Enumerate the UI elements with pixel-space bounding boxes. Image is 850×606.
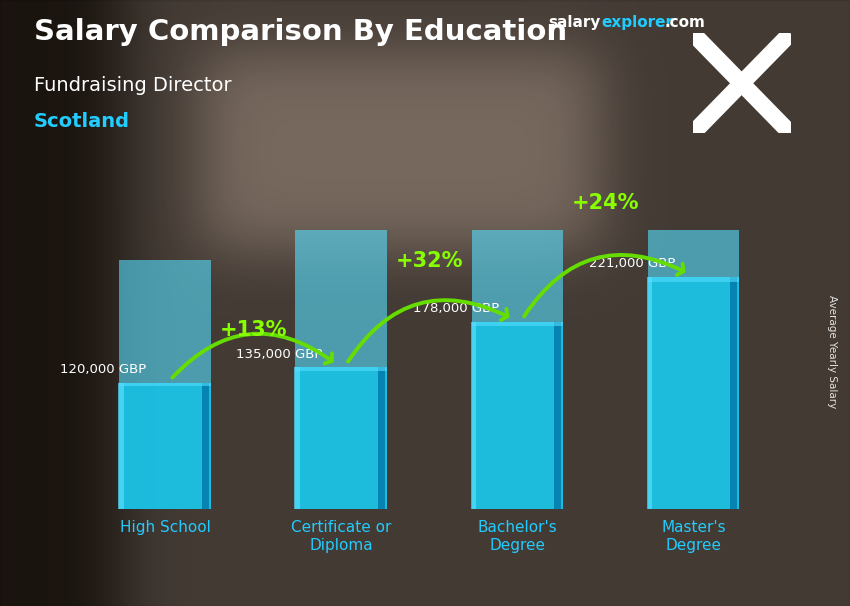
Bar (378, 367, 385, 509)
Text: 135,000 GBP: 135,000 GBP (236, 348, 323, 361)
Bar (296, 367, 387, 509)
Bar (119, 260, 211, 386)
Bar (471, 322, 476, 509)
Bar (647, 276, 652, 509)
Bar (472, 322, 563, 509)
Bar (648, 50, 740, 282)
Text: .com: .com (665, 15, 706, 30)
Text: explorer: explorer (601, 15, 673, 30)
Bar (472, 139, 563, 327)
Bar (730, 276, 737, 509)
Text: +24%: +24% (571, 193, 639, 213)
Text: 178,000 GBP: 178,000 GBP (412, 302, 499, 316)
Text: Fundraising Director: Fundraising Director (34, 76, 231, 95)
Text: salary: salary (548, 15, 601, 30)
Bar (648, 276, 740, 509)
Bar (294, 367, 300, 509)
Text: 221,000 GBP: 221,000 GBP (588, 258, 675, 270)
Bar (119, 383, 211, 509)
Text: 120,000 GBP: 120,000 GBP (60, 364, 147, 376)
Text: Scotland: Scotland (34, 112, 130, 131)
Text: Average Yearly Salary: Average Yearly Salary (827, 295, 837, 408)
Bar (296, 228, 387, 371)
Bar (201, 383, 209, 509)
Text: Salary Comparison By Education: Salary Comparison By Education (34, 18, 567, 46)
Bar (554, 322, 561, 509)
Bar (118, 383, 124, 509)
Text: +32%: +32% (395, 251, 463, 271)
Text: +13%: +13% (219, 320, 287, 340)
